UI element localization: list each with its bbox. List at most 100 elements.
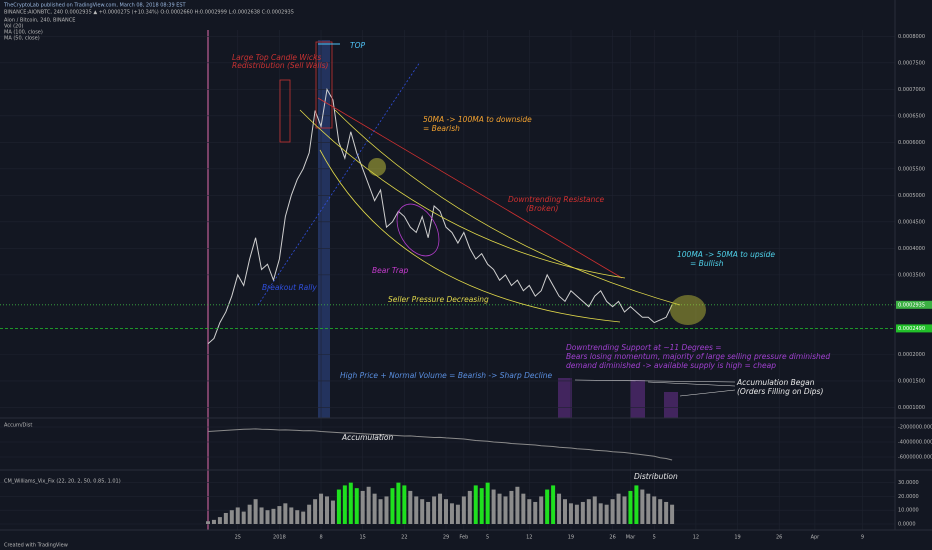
resistance-line — [317, 97, 623, 279]
x-tick-label: 12 — [526, 535, 532, 541]
y-tick-label: -4000000.0000 — [898, 440, 932, 446]
bar — [295, 510, 300, 524]
arrow — [647, 381, 736, 387]
bar — [229, 510, 234, 524]
bar — [444, 499, 448, 524]
annotation: (Orders Filling on Dips) — [737, 387, 823, 396]
y-tick-label: 0.0007000 — [898, 87, 925, 93]
y-tick-label: 0.0004500 — [898, 219, 925, 225]
bar — [473, 485, 478, 524]
bar — [491, 489, 496, 524]
bar — [259, 507, 264, 524]
top-highlight — [318, 40, 330, 418]
arrow — [679, 389, 736, 397]
bar — [598, 503, 603, 524]
accumulation-box — [558, 378, 572, 418]
publisher: TheCryptoLab published on TradingView.co… — [3, 3, 187, 9]
bar — [604, 504, 609, 524]
bar — [283, 503, 288, 524]
annotation: demand diminished -> available supply is… — [566, 361, 776, 370]
bar — [467, 490, 472, 524]
bar — [354, 488, 359, 524]
bar — [568, 503, 573, 524]
bar — [348, 482, 353, 524]
bar — [521, 493, 526, 524]
bar — [420, 499, 425, 524]
bar — [628, 490, 633, 524]
annotation: Seller Pressure Decreasing — [388, 295, 489, 304]
price-label: 0.0002935 — [898, 302, 925, 308]
bar — [557, 493, 562, 524]
marks — [0, 87, 895, 524]
bar — [616, 493, 621, 524]
x-tick-label: 9 — [861, 535, 864, 541]
x-tick-label: Mar — [626, 535, 636, 541]
cross-marker — [368, 158, 386, 176]
bar — [360, 490, 365, 524]
bar — [217, 517, 222, 524]
bar — [563, 499, 567, 524]
bar — [533, 501, 538, 524]
x-tick-label: 12 — [693, 535, 699, 541]
annotation: Large Top Candle Wicks — [232, 53, 321, 62]
y-tick-label: 0.0007500 — [898, 60, 925, 66]
trap-ellipse — [396, 203, 440, 257]
y-tick-label: -2000000.0000 — [898, 425, 932, 431]
y-tick-label: 0.0005500 — [898, 166, 925, 172]
bar — [610, 499, 615, 524]
y-tick-label: 0.0003500 — [898, 272, 925, 278]
grid — [0, 30, 895, 530]
annotation: Redistribution (Sell Walls) — [232, 61, 328, 70]
annotation: Bears losing momentum, majority of large… — [566, 352, 830, 361]
bar — [265, 510, 270, 524]
legend-series: Aion / Bitcoin, 240, BINANCE — [4, 18, 75, 24]
bar — [580, 501, 585, 524]
bar — [366, 486, 371, 524]
price-label: 0.0002490 — [898, 326, 925, 332]
x-tick-label: 26 — [609, 535, 615, 541]
x-tick-label: 26 — [776, 535, 782, 541]
bar — [414, 496, 419, 524]
x-tick-label: 25 — [235, 535, 241, 541]
line — [207, 428, 673, 461]
x-tick-label: 29 — [443, 535, 449, 541]
bar — [372, 493, 377, 524]
bar — [515, 486, 520, 524]
bar — [330, 500, 335, 524]
bar — [206, 521, 210, 524]
y-tick-label: 0.0002000 — [898, 352, 925, 358]
bar — [301, 511, 306, 524]
x-tick-label: 8 — [319, 535, 322, 541]
x-tick-label: 19 — [568, 535, 574, 541]
bar — [658, 499, 663, 524]
y-tick-label: 10.0000 — [898, 508, 919, 514]
bar — [652, 496, 657, 524]
bar — [396, 482, 401, 524]
x-tick-label: 22 — [401, 535, 407, 541]
y-tick-label: 0.0001500 — [898, 378, 925, 384]
bar — [271, 508, 276, 524]
bar — [390, 488, 395, 524]
bar — [336, 489, 341, 524]
price-label-box — [896, 324, 932, 333]
bar — [384, 496, 389, 524]
bar — [378, 499, 383, 524]
bar — [325, 496, 329, 524]
bar — [646, 493, 651, 524]
legend-indicator: Vol (20) — [4, 24, 23, 30]
bar — [253, 499, 258, 524]
y-tick-label: 30.0000 — [898, 480, 919, 486]
bar — [432, 496, 437, 524]
annotation: Bear Trap — [372, 266, 409, 275]
support-curve — [319, 149, 621, 323]
panel-title: CM_Williams_Vix_Fix (22, 20, 2, 50, 0.85… — [4, 479, 121, 485]
bar — [277, 506, 282, 524]
line — [207, 87, 673, 345]
bar — [449, 503, 454, 524]
y-tick-label: 0.0005000 — [898, 193, 925, 199]
annotation: 100MA -> 50MA to upside — [677, 250, 775, 259]
bar — [289, 507, 294, 524]
annotation: Accumulation — [341, 433, 393, 442]
y-tick-label: 20.0000 — [898, 494, 919, 500]
